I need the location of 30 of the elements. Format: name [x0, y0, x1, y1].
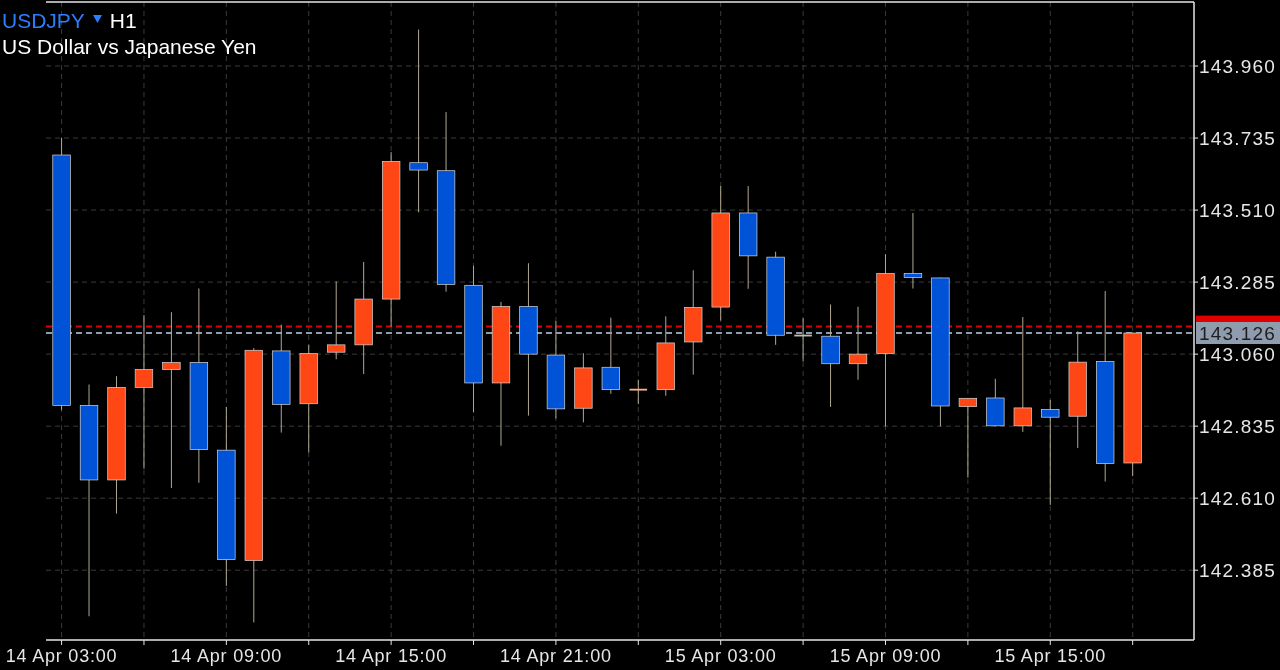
- x-tick-label: 14 Apr 15:00: [335, 646, 447, 666]
- y-tick-label: 143.960: [1199, 55, 1277, 77]
- annotation: H1: [109, 9, 137, 32]
- candlestick: [327, 280, 346, 360]
- candlestick: [1041, 399, 1060, 506]
- candlestick: [903, 212, 923, 290]
- y-tick-label: 143.735: [1199, 127, 1277, 149]
- candlestick: [629, 379, 648, 405]
- x-tick-label: 15 Apr 09:00: [829, 646, 942, 666]
- text: US Dollar vs Japanese Yen: [2, 34, 257, 60]
- chart-title: USDJPY: [2, 9, 85, 32]
- y-tick-label: 142.835: [1199, 415, 1277, 437]
- y-tick-label: 142.385: [1199, 559, 1277, 581]
- x-tick-label: 15 Apr 15:00: [994, 646, 1107, 666]
- y-tick-label: 143.060: [1199, 343, 1277, 365]
- x-tick-label: 14 Apr 03:00: [5, 646, 118, 666]
- candlestick: [1013, 316, 1032, 433]
- ref-line-label: 143.126: [1199, 322, 1277, 344]
- y-tick-label: 143.285: [1199, 271, 1277, 293]
- candlestick: [409, 29, 428, 213]
- y-tick-label: 143.510: [1199, 199, 1277, 221]
- x-tick-label: 14 Apr 09:00: [170, 646, 283, 666]
- x-tick-label: 14 Apr 21:00: [500, 646, 612, 666]
- candlestick: [601, 317, 620, 395]
- candlestick: [162, 311, 181, 489]
- x-tick-label: 15 Apr 03:00: [664, 646, 777, 666]
- candlestick: [134, 314, 154, 470]
- candlestick: [848, 306, 868, 381]
- candlestick: [958, 397, 978, 479]
- y-tick-label: 142.610: [1199, 487, 1277, 509]
